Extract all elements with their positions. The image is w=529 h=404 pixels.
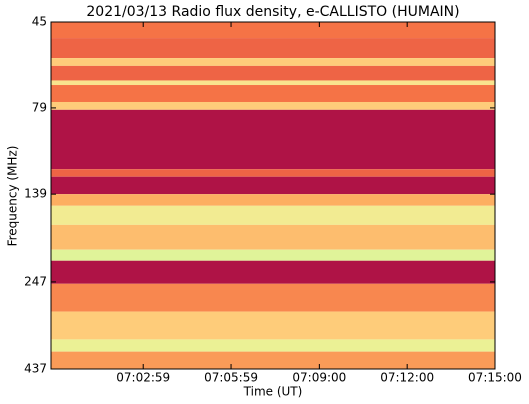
spectrogram-band: [51, 65, 495, 81]
spectrogram-band: [51, 85, 495, 102]
spectrogram-band: [51, 351, 495, 369]
x-tick-label: 07:02:59: [116, 371, 170, 385]
x-tick-label: 07:09:00: [292, 371, 346, 385]
y-tick-label: 437: [24, 362, 47, 376]
x-axis-label: Time (UT): [243, 385, 303, 399]
spectrogram-band: [51, 22, 495, 39]
x-tick-label: 07:12:00: [380, 371, 434, 385]
x-tick-label: 07:15:00: [468, 371, 522, 385]
spectrogram-band: [51, 109, 495, 170]
spectrogram-band: [51, 80, 495, 86]
spectrogram-band: [51, 249, 495, 261]
plot-frame: [50, 21, 496, 370]
spectrogram-band: [51, 169, 495, 177]
spectrogram-band: [51, 38, 495, 59]
spectrogram-band: [51, 101, 495, 110]
spectrogram-band: [51, 176, 495, 195]
spectrogram-band: [51, 283, 495, 312]
spectrogram-band: [51, 260, 495, 284]
y-tick-label: 79: [32, 100, 47, 114]
y-tick-label: 139: [24, 187, 47, 201]
spectrogram-band: [51, 339, 495, 352]
spectrogram-band: [51, 224, 495, 250]
x-tick-label: 07:05:59: [204, 371, 258, 385]
chart-title: 2021/03/13 Radio flux density, e-CALLIST…: [86, 4, 459, 20]
y-tick-label: 45: [32, 15, 47, 29]
y-tick-label: 247: [24, 274, 47, 288]
spectrogram-band: [51, 205, 495, 225]
spectrogram-band: [51, 58, 495, 66]
spectrogram-band: [51, 194, 495, 206]
y-axis-label: Frequency (MHz): [6, 146, 20, 247]
plot-area: [51, 22, 495, 369]
spectrogram-band: [51, 311, 495, 340]
